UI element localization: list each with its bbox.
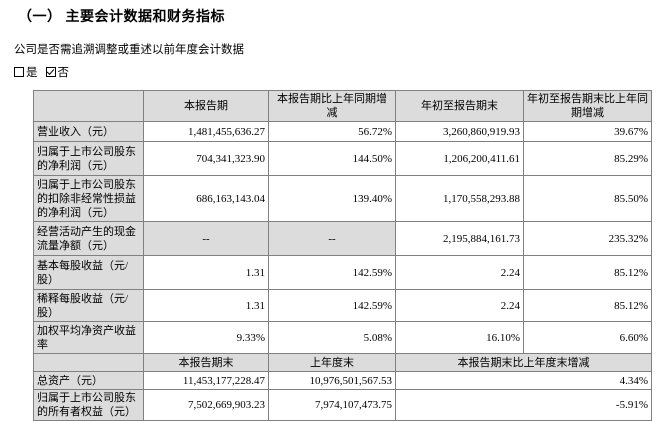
cell-value: 1,481,455,636.27: [143, 121, 269, 142]
cell-value: 6.60%: [523, 321, 652, 354]
empty-header-cell: [33, 353, 144, 372]
cell-value: 5.08%: [268, 321, 396, 354]
cell-value: 2.24: [395, 289, 524, 322]
row-label: 归属于上市公司股东的净利润（元）: [33, 141, 144, 176]
cell-value: 85.29%: [523, 141, 652, 176]
table-row: 归属于上市公司股东的净利润（元） 704,341,323.90 144.50% …: [33, 141, 652, 176]
column-header: 年初至报告期末比上年同期增减: [523, 90, 652, 122]
cell-value: --: [268, 221, 396, 256]
cell-value: 56.72%: [268, 121, 396, 142]
cell-value: 3,260,860,919.93: [395, 121, 524, 142]
cell-value: 704,341,323.90: [143, 141, 269, 176]
cell-value: 10,976,501,567.53: [268, 371, 396, 390]
table-row: 基本每股收益（元/股） 1.31 142.59% 2.24 85.12%: [33, 255, 652, 290]
cell-value: 16.10%: [395, 321, 524, 354]
table-row: 归属于上市公司股东的扣除非经常性损益的净利润（元） 686,163,143.04…: [33, 175, 652, 222]
cell-value: 1,206,200,411.61: [395, 141, 524, 176]
page-title: （一） 主要会计数据和财务指标: [18, 10, 225, 25]
row-label: 加权平均净资产收益率: [33, 321, 144, 354]
row-label: 归属于上市公司股东的扣除非经常性损益的净利润（元）: [33, 175, 144, 222]
cell-value: 9.33%: [143, 321, 269, 354]
column-header: 本报告期: [143, 90, 269, 122]
cell-value: 85.50%: [523, 175, 652, 222]
column-header: 年初至报告期末: [395, 90, 524, 122]
cell-value: 1,170,558,293.88: [395, 175, 524, 222]
cell-value: 142.59%: [268, 289, 396, 322]
table-row: 稀释每股收益（元/股） 1.31 142.59% 2.24 85.12%: [33, 289, 652, 322]
cell-value: 4.34%: [395, 371, 652, 390]
cell-value: 1.31: [143, 255, 269, 290]
column-header: 本报告期末: [143, 353, 269, 372]
table-row: 归属于上市公司股东的所有者权益（元） 7,502,669,903.23 7,97…: [33, 389, 652, 421]
column-header: 上年度末: [268, 353, 396, 372]
table-row: 加权平均净资产收益率 9.33% 5.08% 16.10% 6.60%: [33, 321, 652, 354]
row-label: 稀释每股收益（元/股）: [33, 289, 144, 322]
cell-value: 39.67%: [523, 121, 652, 142]
cell-value: 142.59%: [268, 255, 396, 290]
cell-value: --: [143, 221, 269, 256]
checkbox-no-label: 否: [57, 67, 70, 79]
table-row: 营业收入（元） 1,481,455,636.27 56.72% 3,260,86…: [33, 121, 652, 142]
checkbox-yes-label: 是: [26, 67, 38, 79]
cell-value: 2.24: [395, 255, 524, 290]
row-label: 营业收入（元）: [33, 121, 144, 142]
cell-value: 2,195,884,161.73: [395, 221, 524, 256]
checkbox-unchecked-icon: [14, 67, 24, 77]
empty-header-cell: [33, 90, 144, 122]
row-label: 归属于上市公司股东的所有者权益（元）: [33, 389, 144, 421]
restatement-question: 公司是否需追溯调整或重述以前年度会计数据: [14, 44, 244, 56]
cell-value: 686,163,143.04: [143, 175, 269, 222]
cell-value: -5.91%: [395, 389, 652, 421]
cell-value: 144.50%: [268, 141, 396, 176]
row-label: 经营活动产生的现金流量净额（元）: [33, 221, 144, 256]
cell-value: 11,453,177,228.47: [143, 371, 269, 390]
table-row: 总资产（元） 11,453,177,228.47 10,976,501,567.…: [33, 371, 652, 390]
cell-value: 7,502,669,903.23: [143, 389, 269, 421]
row-label: 基本每股收益（元/股）: [33, 255, 144, 290]
checkbox-yes[interactable]: 是: [14, 64, 38, 80]
table-row: 经营活动产生的现金流量净额（元） -- -- 2,195,884,161.73 …: [33, 221, 652, 256]
financial-indicators-table: 本报告期 本报告期比上年同期增减 年初至报告期末 年初至报告期末比上年同期增减 …: [33, 90, 652, 421]
column-header: 本报告期末比上年度末增减: [395, 353, 652, 372]
column-header: 本报告期比上年同期增减: [268, 90, 396, 122]
checkbox-no[interactable]: 否: [45, 64, 70, 80]
checkbox-checked-icon: [45, 67, 56, 77]
restatement-options: 是否: [14, 64, 77, 80]
cell-value: 235.32%: [523, 221, 652, 256]
yearend-header-row: 本报告期末 上年度末 本报告期末比上年度末增减: [33, 353, 652, 372]
row-label: 总资产（元）: [33, 371, 144, 390]
cell-value: 1.31: [143, 289, 269, 322]
cell-value: 85.12%: [523, 289, 652, 322]
cell-value: 7,974,107,473.75: [268, 389, 396, 421]
cell-value: 139.40%: [268, 175, 396, 222]
cell-value: 85.12%: [523, 255, 652, 290]
period-header-row: 本报告期 本报告期比上年同期增减 年初至报告期末 年初至报告期末比上年同期增减: [33, 90, 652, 122]
